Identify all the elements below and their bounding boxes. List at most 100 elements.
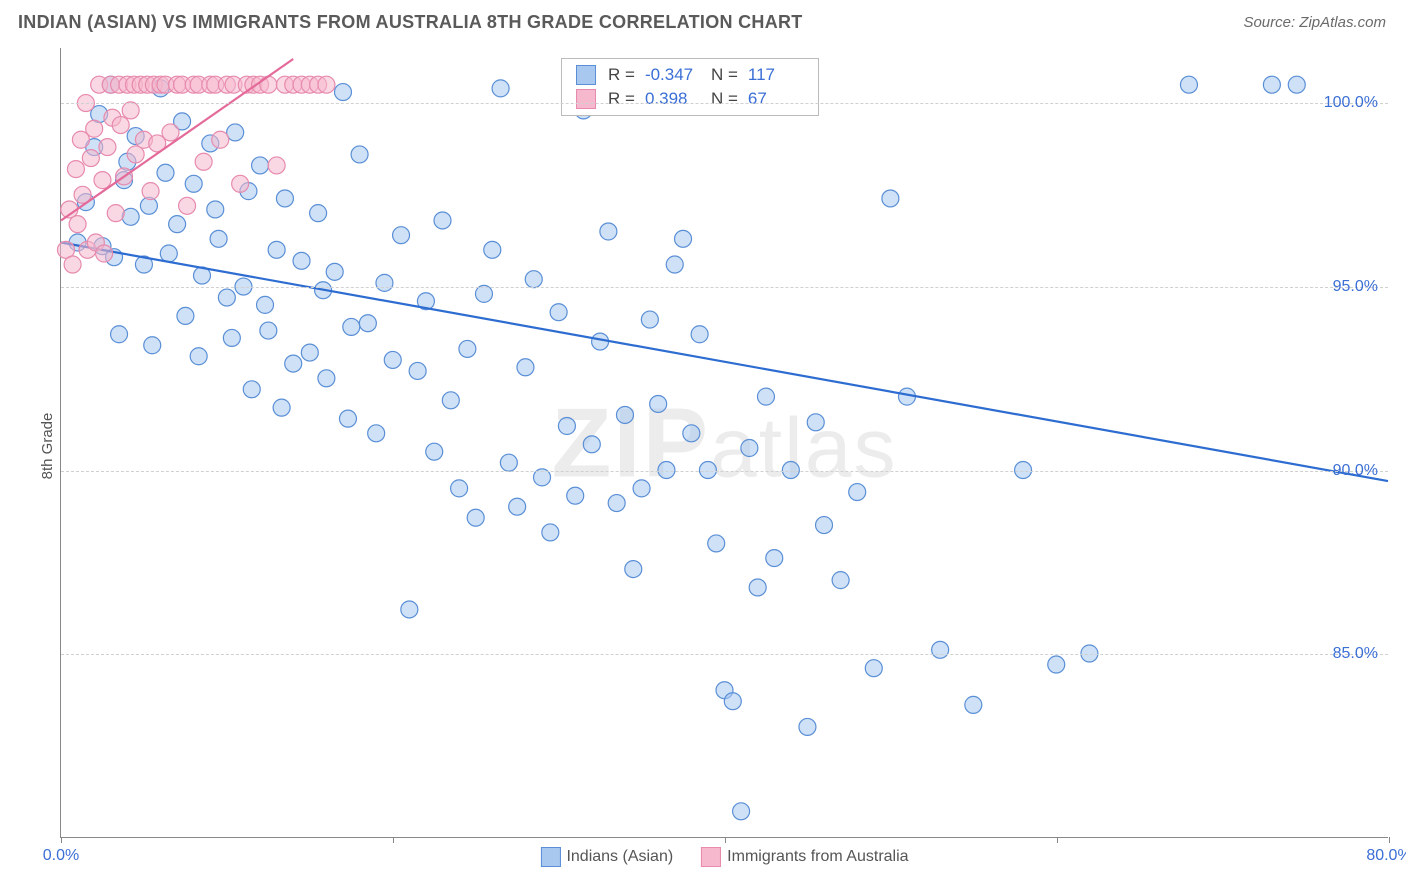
scatter-point <box>509 498 526 515</box>
scatter-point <box>218 289 235 306</box>
scatter-point <box>162 124 179 141</box>
scatter-point <box>376 274 393 291</box>
x-tick-mark <box>393 837 394 843</box>
scatter-point <box>733 803 750 820</box>
gridline-h <box>61 103 1388 104</box>
scatter-point <box>1180 76 1197 93</box>
scatter-point <box>122 102 139 119</box>
scatter-point <box>583 436 600 453</box>
x-tick-mark <box>725 837 726 843</box>
stat-N-label: N = <box>711 89 738 109</box>
scatter-point <box>500 454 517 471</box>
y-tick-label: 100.0% <box>1324 94 1378 112</box>
scatter-point <box>112 117 129 134</box>
scatter-point <box>69 216 86 233</box>
scatter-point <box>334 84 351 101</box>
scatter-point <box>185 175 202 192</box>
scatter-point <box>207 201 224 218</box>
scatter-point <box>666 256 683 273</box>
scatter-point <box>142 183 159 200</box>
x-tick-mark <box>61 837 62 843</box>
scatter-point <box>343 318 360 335</box>
scatter-point <box>351 146 368 163</box>
plot-area: ZIPatlas R =-0.347N =117R =0.398N =67 In… <box>60 48 1388 838</box>
stats-legend-box: R =-0.347N =117R =0.398N =67 <box>561 58 819 116</box>
scatter-point <box>157 164 174 181</box>
scatter-point <box>807 414 824 431</box>
scatter-point <box>426 443 443 460</box>
scatter-point <box>252 157 269 174</box>
scatter-point <box>442 392 459 409</box>
scatter-point <box>492 80 509 97</box>
scatter-point <box>212 131 229 148</box>
scatter-point <box>179 197 196 214</box>
scatter-point <box>94 172 111 189</box>
scatter-point <box>633 480 650 497</box>
scatter-point <box>932 641 949 658</box>
scatter-point <box>99 139 116 156</box>
y-tick-label: 85.0% <box>1333 645 1378 663</box>
scatter-point <box>691 326 708 343</box>
scatter-point <box>749 579 766 596</box>
scatter-point <box>484 241 501 258</box>
scatter-point <box>285 355 302 372</box>
scatter-point <box>107 205 124 222</box>
stat-R-value: -0.347 <box>645 65 701 85</box>
x-tick-mark <box>1389 837 1390 843</box>
scatter-point <box>832 572 849 589</box>
y-axis-label: 8th Grade <box>39 413 56 480</box>
y-tick-label: 95.0% <box>1333 278 1378 296</box>
legend-label: Indians (Asian) <box>566 848 673 865</box>
scatter-point <box>608 495 625 512</box>
scatter-point <box>724 693 741 710</box>
scatter-point <box>232 175 249 192</box>
scatter-point <box>567 487 584 504</box>
scatter-point <box>616 406 633 423</box>
stat-N-value: 67 <box>748 89 804 109</box>
scatter-point <box>625 561 642 578</box>
scatter-point <box>64 256 81 273</box>
scatter-point <box>293 252 310 269</box>
x-tick-label: 0.0% <box>43 847 79 865</box>
scatter-svg <box>61 48 1388 837</box>
scatter-point <box>260 76 277 93</box>
scatter-point <box>816 517 833 534</box>
scatter-point <box>393 227 410 244</box>
scatter-point <box>273 399 290 416</box>
scatter-point <box>600 223 617 240</box>
legend-label: Immigrants from Australia <box>727 848 908 865</box>
y-tick-label: 90.0% <box>1333 462 1378 480</box>
scatter-point <box>169 216 186 233</box>
scatter-point <box>368 425 385 442</box>
scatter-point <box>276 190 293 207</box>
scatter-point <box>467 509 484 526</box>
legend-item: Indians (Asian) <box>540 847 673 867</box>
legend-item: Immigrants from Australia <box>701 847 908 867</box>
scatter-point <box>766 550 783 567</box>
scatter-point <box>301 344 318 361</box>
scatter-point <box>318 76 335 93</box>
scatter-point <box>882 190 899 207</box>
scatter-point <box>160 245 177 262</box>
scatter-point <box>1048 656 1065 673</box>
scatter-point <box>451 480 468 497</box>
scatter-point <box>257 296 274 313</box>
scatter-point <box>359 315 376 332</box>
scatter-point <box>177 307 194 324</box>
scatter-point <box>542 524 559 541</box>
scatter-point <box>849 484 866 501</box>
scatter-point <box>243 381 260 398</box>
chart-header: INDIAN (ASIAN) VS IMMIGRANTS FROM AUSTRA… <box>0 0 1406 44</box>
stat-R-value: 0.398 <box>645 89 701 109</box>
scatter-point <box>384 351 401 368</box>
scatter-point <box>96 245 113 262</box>
scatter-point <box>82 150 99 167</box>
scatter-point <box>339 410 356 427</box>
scatter-point <box>475 285 492 302</box>
scatter-point <box>223 329 240 346</box>
scatter-point <box>210 230 227 247</box>
scatter-point <box>190 348 207 365</box>
scatter-point <box>318 370 335 387</box>
scatter-point <box>67 161 84 178</box>
scatter-point <box>144 337 161 354</box>
